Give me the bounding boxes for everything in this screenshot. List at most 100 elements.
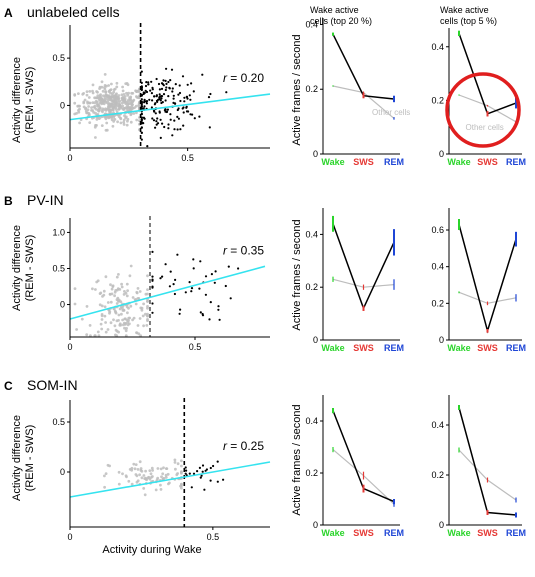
scatter-point-other — [142, 302, 146, 306]
scatter-point-other — [115, 334, 119, 337]
scatter-point-other — [94, 99, 98, 103]
column-title-top20-line1: Wake active — [310, 5, 359, 15]
scatter-point-active — [167, 80, 170, 84]
scatter-point-other — [128, 96, 132, 100]
scatter-point-active — [184, 291, 187, 294]
scatter-point-other — [122, 123, 126, 126]
category-label-sws: SWS — [477, 157, 498, 167]
scatter-point-other — [87, 111, 90, 115]
scatter-point-other — [91, 101, 95, 104]
panel-b-letter: B — [4, 194, 13, 208]
scatter-point-other — [125, 115, 128, 119]
scatter-point-active — [212, 464, 215, 468]
y-tick-label: 0.5 — [52, 53, 65, 63]
scatter-point-active — [181, 107, 184, 110]
scatter-point-active — [158, 98, 161, 101]
column-title-top20-line2: cells (top 20 %) — [310, 16, 372, 26]
scatter-point-other — [85, 333, 89, 337]
scatter-point-other — [117, 273, 120, 276]
scatter-point-other — [119, 305, 123, 309]
scatter-point-active — [140, 98, 143, 101]
scatter-point-active — [159, 118, 162, 121]
scatter-point-other — [132, 112, 136, 115]
scatter-point-other — [160, 475, 163, 479]
scatter-point-other — [104, 117, 108, 121]
scatter-point-other — [95, 108, 98, 111]
scatter-point-active — [160, 95, 163, 98]
scatter-point-other — [125, 282, 129, 286]
scatter-point-other — [73, 112, 77, 116]
scatter-point-other — [85, 93, 89, 97]
scatter-point-other — [140, 308, 144, 312]
scatter-point-other — [103, 73, 107, 76]
panel-a-letter: A — [4, 6, 13, 20]
scatter-point-other — [124, 329, 128, 333]
scatter-point-other — [115, 275, 119, 279]
category-label-rem: REM — [384, 528, 404, 538]
scatter-point-active — [155, 120, 158, 123]
scatter-point-active — [184, 466, 187, 469]
scatter-point-other — [111, 92, 114, 96]
y-tick-label: 0.4 — [431, 420, 444, 430]
scatter-point-other — [115, 319, 119, 323]
scatter-point-active — [145, 102, 148, 105]
scatter-point-other — [85, 90, 89, 93]
scatter-point-active — [214, 270, 217, 273]
scatter-point-other — [113, 294, 116, 298]
scatter-point-other — [122, 118, 126, 122]
scatter-point-other — [107, 84, 110, 87]
scatter-point-other — [102, 102, 106, 106]
scatter-point-other — [100, 80, 104, 84]
scatter-point-other — [124, 474, 128, 478]
scatter-point-active — [150, 80, 153, 83]
scatter-point-active — [145, 81, 148, 84]
scatter-point-active — [142, 107, 145, 110]
scatter-point-active — [229, 297, 232, 300]
scatter-point-other — [125, 305, 129, 309]
scatter-point-other — [91, 83, 95, 87]
correlation-label: r = 0.35 — [223, 243, 264, 257]
scatter-point-other — [148, 469, 152, 472]
regression-line — [69, 461, 271, 498]
scatter-point-active — [151, 117, 154, 120]
other-cells-label: Other cells — [372, 108, 410, 117]
svg-text:Activity difference: Activity difference — [11, 225, 23, 311]
scatter-point-other — [122, 120, 126, 124]
scatter-point-other — [97, 334, 101, 337]
scatter-point-active — [158, 93, 161, 96]
scatter-point-active — [190, 287, 194, 290]
scatter-point-other — [82, 92, 85, 95]
scatter-point-other — [134, 463, 138, 466]
scatter-point-other — [98, 98, 101, 101]
scatter-point-other — [109, 283, 112, 287]
scatter-point-active — [204, 469, 207, 472]
y-tick-label: 0.4 — [431, 262, 444, 272]
scatter-point-active — [179, 128, 182, 131]
scatter-point-active — [151, 88, 154, 91]
scatter-point-other — [159, 467, 163, 471]
scatter-point-other — [134, 302, 138, 306]
scatter-point-active — [177, 93, 180, 96]
scatter-point-other — [127, 91, 130, 95]
scatter-point-active — [204, 275, 208, 278]
scatter-point-active — [177, 117, 180, 120]
scatter-point-other — [73, 93, 77, 96]
scatter-point-active — [208, 126, 211, 129]
scatter-point-other — [104, 275, 108, 279]
scatter-point-other — [94, 136, 97, 139]
scatter-point-other — [125, 327, 128, 330]
scatter-point-other — [136, 287, 140, 290]
scatter-point-active — [209, 92, 212, 96]
scatter-point-other — [125, 107, 129, 111]
scatter-point-active — [209, 466, 212, 470]
svg-text:Activity difference: Activity difference — [11, 57, 23, 143]
scatter-point-other — [98, 87, 101, 90]
scatter-point-other — [174, 467, 177, 471]
scatter-point-other — [101, 89, 105, 93]
scatter-point-other — [139, 334, 143, 337]
scatter-point-active — [178, 91, 182, 95]
scatter-point-other — [99, 322, 103, 326]
regression-line — [69, 265, 266, 320]
scatter-point-active — [176, 128, 179, 131]
scatter-point-other — [146, 314, 149, 318]
